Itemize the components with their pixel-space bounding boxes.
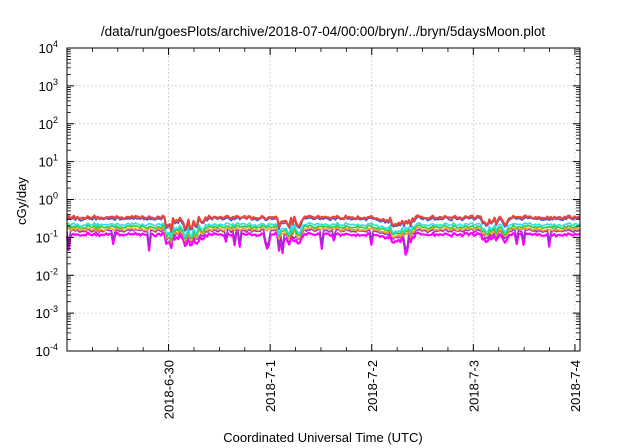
x-tick-label: 2018-7-2 — [365, 360, 380, 412]
y-tick-label: 101 — [39, 153, 58, 170]
y-tick-label: 10-4 — [36, 342, 58, 359]
y-axis-ticks: 10-4 10-3 10-2 10-1 100 101 102 103 104 — [36, 39, 580, 359]
series-line — [66, 214, 581, 232]
x-axis-label: Coordinated Universal Time (UTC) — [223, 430, 422, 445]
series-line — [66, 224, 581, 242]
series-line — [66, 221, 581, 239]
y-tick-label: 10-1 — [36, 228, 58, 245]
y-tick-label: 10-2 — [36, 266, 58, 283]
series-layer — [65, 214, 581, 256]
y-tick-label: 100 — [39, 191, 58, 208]
y-tick-label: 103 — [39, 77, 58, 94]
x-tick-label: 2018-6-30 — [162, 360, 177, 419]
y-tick-label: 102 — [39, 115, 58, 132]
y-tick-label: 104 — [39, 39, 58, 56]
x-tick-label: 2018-7-4 — [568, 360, 583, 412]
x-axis-ticks: 2018-6-30 2018-7-1 2018-7-2 2018-7-3 2018-7-… — [91, 48, 583, 419]
chart-title: /data/run/goesPlots/archive/2018-07-04/0… — [101, 24, 546, 39]
grid-lines — [67, 48, 580, 351]
y-axis-label: cGy/day — [14, 177, 29, 225]
x-tick-label: 2018-7-3 — [466, 360, 481, 412]
y-tick-label: 10-3 — [36, 304, 58, 321]
x-tick-label: 2018-7-1 — [263, 360, 278, 412]
